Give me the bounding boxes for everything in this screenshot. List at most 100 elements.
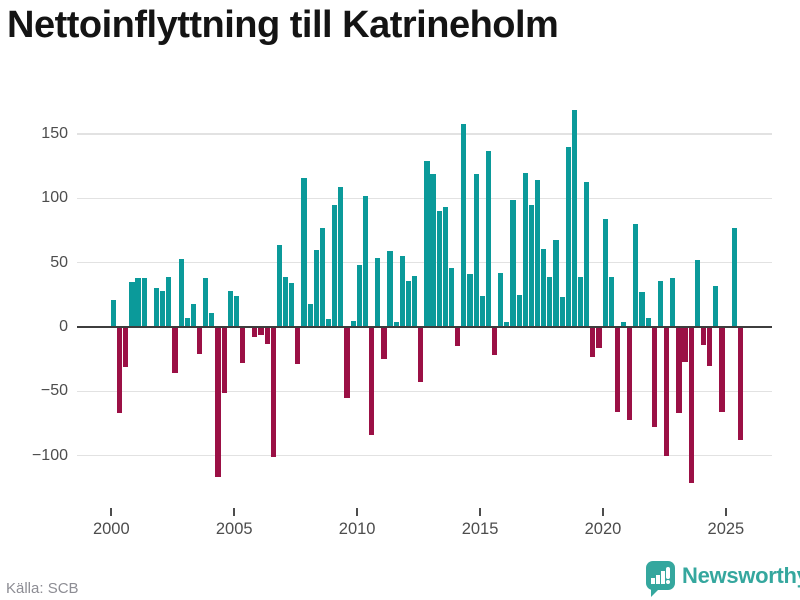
y-axis-label: −100 [31,446,68,464]
bar [553,239,559,327]
bar [412,275,418,327]
zero-line [77,325,772,329]
bar [442,207,448,327]
bar [541,248,547,327]
bar [203,278,209,327]
bar [639,292,645,327]
bar [405,280,412,327]
x-axis-tick [233,508,236,516]
bar [123,327,129,367]
bar [584,181,590,327]
bar [184,317,190,327]
bar [670,278,676,327]
bar [264,327,270,344]
newsworthy-logo: Newsworthy [644,558,800,598]
bar [196,327,203,354]
bar [528,204,534,327]
x-axis-tick [479,508,482,516]
x-axis-tick [724,508,727,516]
bar [676,327,682,414]
bar [473,173,479,327]
speech-bubble-tail [651,589,659,597]
gridline [77,390,772,393]
bar [332,204,338,327]
bar [178,258,184,327]
bar [153,288,160,327]
x-axis-label: 2000 [92,520,130,538]
bar [301,177,307,327]
x-axis-label: 2015 [461,520,499,538]
bar [369,327,375,436]
bar [282,276,289,327]
bar [381,327,387,360]
bar [534,180,541,327]
y-axis-label: 50 [50,253,68,271]
bar [393,321,399,327]
bar [522,172,528,327]
bar [270,327,276,457]
bar [399,256,405,327]
bar [295,327,301,365]
bar [614,327,621,412]
bar [289,283,295,327]
x-axis-label: 2020 [584,520,622,538]
bar [141,278,147,327]
bar [627,327,633,420]
bar [633,224,639,327]
bar [375,257,381,327]
bar [307,303,313,327]
bar [362,195,369,327]
y-axis-label: 0 [59,318,68,335]
bar [590,327,596,357]
bar [547,276,553,327]
source-label: Källa: SCB [6,580,79,597]
bar [110,299,117,327]
bar [172,327,178,374]
bar [319,227,326,327]
bar [117,327,123,414]
bar [571,109,578,327]
bar [485,150,491,327]
bar [645,317,651,327]
bar [252,327,258,338]
bar [227,290,233,327]
bar [467,274,473,327]
y-axis-label: −50 [40,382,68,400]
bar [651,327,657,428]
bar [707,327,713,366]
bar [577,276,584,327]
bar [215,327,221,478]
bar [713,285,719,327]
x-axis-tick [110,508,113,516]
bar [239,327,246,363]
bar [688,327,694,483]
bar [338,186,344,327]
y-axis-label: 100 [41,189,68,207]
x-axis-label: 2010 [338,520,376,538]
bar [682,327,688,362]
bar [455,327,461,347]
bar [510,199,516,327]
bar [719,327,725,412]
bar [258,327,264,335]
bar [418,327,424,383]
bar [190,303,196,327]
bar [160,290,166,327]
bar [448,267,455,327]
bar [430,173,436,327]
gridline [77,454,772,457]
bar [313,249,319,327]
bar [559,297,565,327]
bar [657,280,664,327]
x-axis-label: 2005 [215,520,253,538]
bar [276,244,283,327]
bar [608,276,614,327]
bar [596,327,602,348]
bar [209,312,215,327]
y-axis-label: 150 [41,125,68,143]
bar [129,281,135,327]
bar [504,321,510,327]
bar [664,327,670,456]
bar [166,276,172,327]
